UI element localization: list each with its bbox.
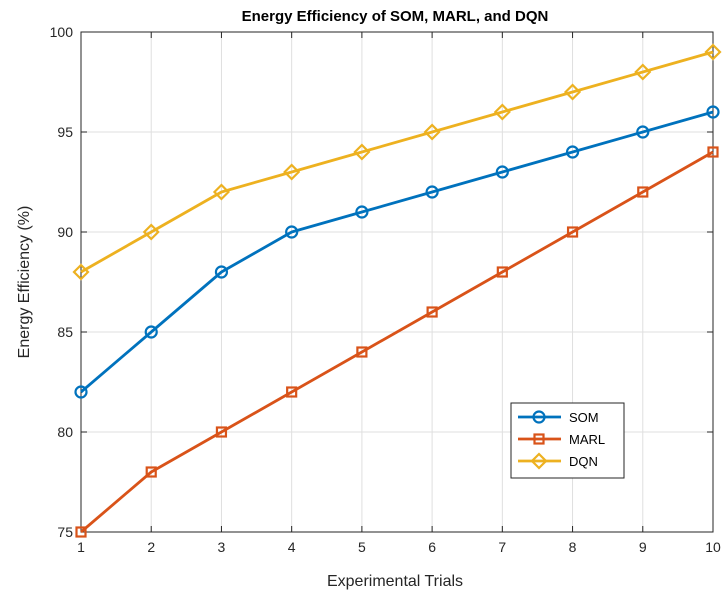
data-point-som <box>214 265 229 279</box>
data-point-dqn <box>563 83 582 101</box>
data-point-som <box>355 205 369 219</box>
y-tick-label: 100 <box>50 24 74 40</box>
data-point-som <box>285 225 299 239</box>
x-tick-label: 1 <box>77 539 85 555</box>
data-point-dqn <box>212 183 231 201</box>
x-tick-label: 6 <box>428 539 436 555</box>
series-line-dqn <box>80 50 714 274</box>
axis-ticks: 1 2 3 4 5 6 7 8 9 10 75 80 85 90 95 100 <box>50 24 721 555</box>
x-tick-label: 10 <box>705 539 721 555</box>
series-layer <box>72 43 722 538</box>
y-tick-label: 80 <box>57 424 73 440</box>
data-point-som <box>565 145 580 159</box>
data-point-som <box>636 125 650 139</box>
data-point-dqn <box>72 263 90 281</box>
data-point-som <box>74 385 88 399</box>
x-tick-label: 3 <box>218 539 226 555</box>
data-point-dqn <box>423 123 441 141</box>
y-axis-title: Energy Efficiency (%) <box>16 206 33 359</box>
chart-title: Energy Efficiency of SOM, MARL, and DQN <box>242 8 549 25</box>
data-point-som <box>495 165 509 179</box>
data-point-marl <box>75 526 87 538</box>
x-tick-label: 4 <box>288 539 296 555</box>
legend-marker-marl <box>533 433 545 445</box>
series-dqn <box>72 43 722 281</box>
data-point-marl <box>637 186 649 198</box>
data-point-marl <box>356 346 368 358</box>
legend: SOM MARL DQN <box>510 402 625 479</box>
data-point-marl <box>145 466 157 478</box>
data-point-som <box>144 325 158 339</box>
legend-label-marl: MARL <box>569 432 605 447</box>
series-marl <box>75 146 719 538</box>
legend-label-dqn: DQN <box>569 454 598 469</box>
data-point-marl <box>426 306 438 318</box>
series-line-marl <box>80 150 714 534</box>
x-axis-title: Experimental Trials <box>327 573 463 590</box>
x-tick-label: 9 <box>639 539 647 555</box>
y-tick-label: 85 <box>57 324 73 340</box>
data-point-som <box>425 185 439 199</box>
legend-marker-som <box>532 410 546 424</box>
legend-box <box>510 402 625 479</box>
x-tick-label: 5 <box>358 539 366 555</box>
legend-label-som: SOM <box>569 410 599 425</box>
data-point-marl <box>286 386 298 398</box>
data-point-dqn <box>634 63 652 81</box>
data-point-marl <box>566 226 579 238</box>
data-point-marl <box>707 146 719 158</box>
data-point-dqn <box>142 223 160 241</box>
data-point-marl <box>496 266 508 278</box>
data-point-dqn <box>283 163 301 181</box>
data-point-dqn <box>493 103 511 121</box>
data-point-dqn <box>704 43 722 61</box>
series-line-som <box>80 110 714 394</box>
y-tick-label: 90 <box>57 224 73 240</box>
data-point-som <box>706 105 720 119</box>
data-point-dqn <box>353 143 371 161</box>
series-som <box>74 105 720 399</box>
x-tick-label: 2 <box>147 539 155 555</box>
y-tick-label: 95 <box>57 124 73 140</box>
legend-marker-dqn <box>530 452 548 470</box>
y-tick-label: 75 <box>57 524 73 540</box>
x-tick-label: 7 <box>498 539 506 555</box>
plot-area-frame <box>80 31 714 533</box>
x-tick-label: 8 <box>569 539 577 555</box>
data-point-marl <box>215 426 228 438</box>
